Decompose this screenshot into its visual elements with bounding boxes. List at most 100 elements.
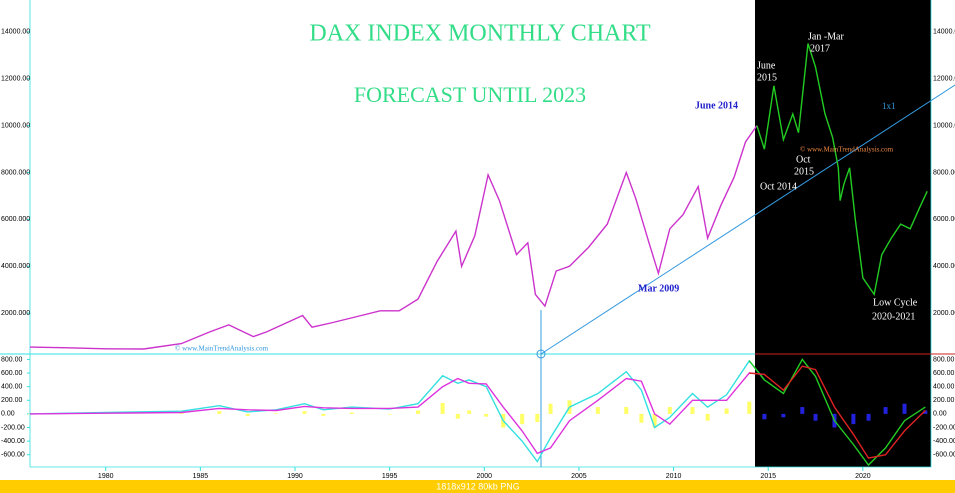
histogram-bar — [883, 407, 888, 414]
y-tick-label: 4000.000 — [1, 263, 30, 270]
histogram-bar — [467, 410, 472, 414]
y-tick-label: 600.00 — [933, 370, 955, 377]
y-tick-label: 14000.00 — [933, 29, 955, 36]
y-tick-label: -600.00 — [1, 452, 25, 459]
data-line — [29, 125, 758, 350]
histogram-bar — [851, 413, 856, 425]
histogram-bar — [762, 413, 767, 420]
histogram-bar — [705, 413, 710, 421]
x-tick-label: 2005 — [571, 473, 587, 480]
annotation: June — [757, 60, 776, 71]
trend-line — [540, 84, 955, 355]
annotation: 1x1 — [882, 101, 896, 111]
histogram-bar — [667, 407, 672, 414]
histogram-bar — [624, 407, 629, 414]
data-line — [29, 372, 765, 455]
histogram-bar — [747, 401, 752, 414]
y-tick-label: 800.00 — [933, 356, 955, 363]
y-tick-label: -200.00 — [1, 424, 25, 431]
y-tick-label: -200.00 — [933, 424, 955, 431]
annotation: Low Cycle — [873, 297, 918, 308]
y-tick-label: -400.00 — [1, 438, 25, 445]
y-tick-label: 6000.000 — [933, 216, 955, 223]
data-line — [756, 43, 928, 297]
histogram-bar — [535, 413, 540, 423]
histogram-bar — [813, 413, 818, 421]
histogram-bar — [690, 407, 695, 414]
annotation: 2020-2021 — [872, 311, 915, 322]
y-tick-label: 2000.000 — [1, 310, 30, 317]
histogram-bar — [440, 403, 445, 414]
histogram-bar — [639, 413, 644, 423]
x-tick-label: 1990 — [287, 473, 303, 480]
footer-bar — [0, 480, 955, 493]
y-tick-label: 8000.000 — [933, 169, 955, 176]
x-tick-label: 2010 — [666, 473, 682, 480]
y-tick-label: 400.00 — [1, 384, 23, 391]
y-tick-label: 800.00 — [1, 356, 23, 363]
histogram-bar — [652, 413, 657, 428]
footer: 1818x912 80kb PNG — [436, 481, 520, 491]
annotation: Oct 2014 — [760, 181, 797, 192]
y-tick-label: -400.00 — [933, 438, 955, 445]
histogram-bar — [455, 413, 460, 419]
x-tick-label: 2015 — [760, 473, 776, 480]
x-tick-label: 1985 — [193, 473, 209, 480]
y-tick-label: 10000.00 — [933, 122, 955, 129]
y-tick-label: 200.00 — [1, 397, 23, 404]
y-tick-label: 400.00 — [933, 384, 955, 391]
histogram-bar — [484, 413, 489, 417]
histogram-bar — [245, 413, 250, 416]
data-line — [748, 358, 926, 467]
y-tick-label: 600.00 — [1, 370, 23, 377]
y-tick-label: 12000.00 — [933, 76, 955, 83]
histogram-bar — [902, 403, 907, 414]
annotation: June 2014 — [695, 100, 738, 111]
y-tick-label: 0.00 — [933, 411, 947, 418]
y-tick-label: 4000.000 — [933, 263, 955, 270]
y-tick-label: 8000.000 — [1, 169, 30, 176]
y-tick-label: 10000.00 — [1, 122, 30, 129]
histogram-bar — [866, 413, 871, 421]
histogram-bar — [179, 412, 184, 414]
histogram-bar — [302, 411, 307, 414]
histogram-bar — [321, 413, 326, 416]
annotation: 2015 — [757, 72, 777, 83]
y-tick-label: 12000.00 — [1, 76, 30, 83]
data-line — [749, 365, 926, 459]
histogram-bar — [800, 407, 805, 414]
histogram-bar — [923, 410, 928, 414]
annotation: Jan -Mar — [808, 31, 844, 42]
histogram-bar — [217, 411, 222, 414]
y-tick-label: 14000.00 — [1, 29, 30, 36]
y-tick-label: 0.00 — [1, 411, 15, 418]
x-tick-label: 2020 — [855, 473, 871, 480]
annotation: 2017 — [810, 43, 830, 54]
histogram-bar — [416, 410, 421, 414]
cycle-marker — [536, 349, 546, 359]
y-tick-label: 6000.000 — [1, 216, 30, 223]
histogram-bar — [595, 407, 600, 414]
annotation: 2015 — [794, 166, 814, 177]
histogram-bar — [349, 412, 354, 414]
histogram-bar — [28, 413, 32, 415]
histogram-bar — [387, 413, 392, 415]
annotation: Mar 2009 — [638, 283, 679, 294]
histogram-bar — [548, 403, 553, 414]
histogram-bar — [781, 413, 786, 418]
watermark: © www.MainTrendAnalysis.com — [800, 146, 894, 154]
x-tick-label: 2000 — [476, 473, 492, 480]
histogram-bar — [274, 413, 279, 414]
y-tick-label: 2000.000 — [933, 310, 955, 317]
watermark: © www.MainTrendAnalysis.com — [175, 345, 269, 353]
y-tick-label: 200.00 — [933, 397, 955, 404]
forecast-background — [755, 0, 931, 467]
chart-subtitle: FORECAST UNTIL 2023 — [354, 82, 586, 107]
x-tick-label: 1980 — [98, 473, 114, 480]
x-tick-label: 1995 — [382, 473, 398, 480]
y-tick-label: -600.00 — [933, 452, 955, 459]
histogram-bar — [520, 413, 525, 425]
annotation: Oct — [796, 154, 811, 165]
histogram-bar — [724, 408, 729, 414]
